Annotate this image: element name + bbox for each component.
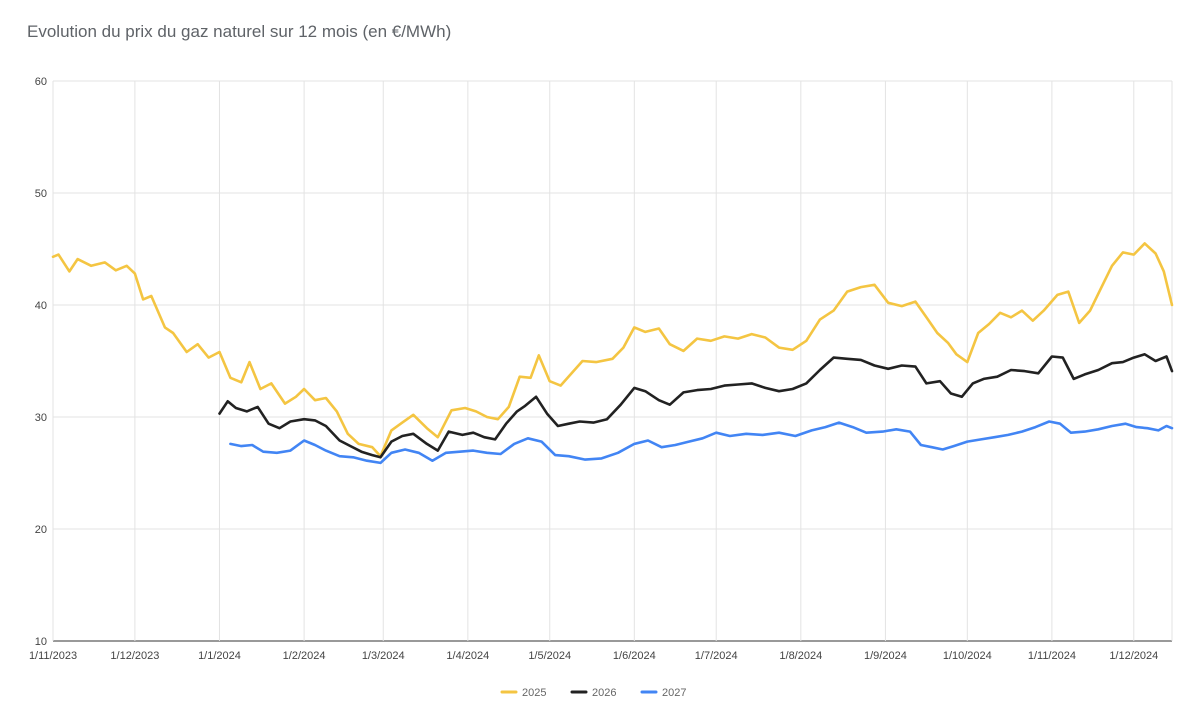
grid <box>52 80 1173 642</box>
y-tick-label: 20 <box>35 524 47 536</box>
x-axis-ticks: 1/11/2023 1/12/2023 1/1/2024 1/2/2024 1/3/20… <box>29 650 1158 662</box>
y-tick-label: 60 <box>35 76 47 88</box>
legend: 2025 2026 2027 <box>500 687 686 699</box>
x-tick-label: 1/11/2023 <box>29 650 77 662</box>
x-tick-label: 1/1/2024 <box>198 650 241 662</box>
legend-label: 2027 <box>662 687 686 699</box>
x-tick-label: 1/5/2024 <box>528 650 571 662</box>
series-line-2025 <box>51 242 1174 458</box>
x-tick-label: 1/2/2024 <box>283 650 326 662</box>
x-tick-label: 1/12/2024 <box>1109 650 1158 662</box>
series-line-2026 <box>218 353 1174 459</box>
legend-label: 2026 <box>592 687 616 699</box>
y-axis-ticks: 10 20 30 40 50 60 <box>35 76 47 648</box>
x-tick-label: 1/9/2024 <box>864 650 907 662</box>
legend-label: 2025 <box>522 687 546 699</box>
y-tick-label: 40 <box>35 300 47 312</box>
y-tick-label: 50 <box>35 188 47 200</box>
x-tick-label: 1/4/2024 <box>446 650 489 662</box>
series-lines <box>51 242 1174 465</box>
x-tick-label: 1/8/2024 <box>779 650 822 662</box>
x-tick-label: 1/6/2024 <box>613 650 656 662</box>
chart-title: Evolution du prix du gaz naturel sur 12 … <box>27 22 452 41</box>
y-tick-label: 30 <box>35 412 47 424</box>
series-line-2027 <box>229 420 1174 465</box>
x-tick-label: 1/11/2024 <box>1028 650 1076 662</box>
x-tick-label: 1/3/2024 <box>362 650 405 662</box>
x-tick-label: 1/7/2024 <box>695 650 738 662</box>
y-tick-label: 10 <box>35 636 47 648</box>
x-tick-label: 1/10/2024 <box>943 650 992 662</box>
x-tick-label: 1/12/2023 <box>110 650 159 662</box>
